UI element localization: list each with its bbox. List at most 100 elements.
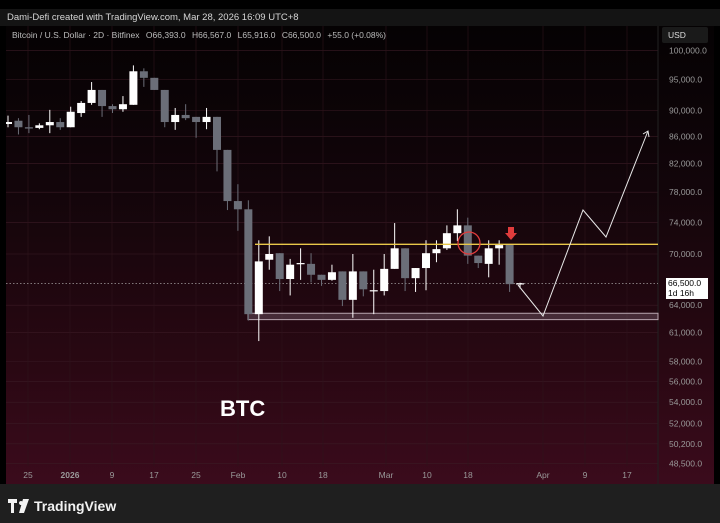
candle-body [108,106,117,110]
candle-body [317,274,326,280]
btc-annotation: BTC [220,396,266,421]
candle-body [380,268,389,292]
price-axis-label: 48,500.0 [669,459,702,469]
price-axis-label: 74,000.0 [669,217,702,227]
candle-body [150,77,159,90]
price-axis-label: 90,000.0 [669,105,702,115]
price-axis-label: 54,000.0 [669,397,702,407]
time-axis-label: 9 [110,470,115,480]
price-axis-label: 61,000.0 [669,328,702,338]
candle-body [275,253,284,280]
candle-body [77,102,86,114]
candle-body [495,245,504,249]
time-axis-label: 10 [277,470,287,480]
candle-body [45,122,54,126]
candle-body [171,114,180,123]
candle-body [223,149,232,202]
highlight-circle [457,231,481,255]
candle-body [338,271,347,300]
candle-body [442,233,451,249]
candle-body [181,114,190,119]
candle-body [422,253,430,269]
candle-body [254,261,263,315]
symbol-title: Bitcoin / U.S. Dollar · 2D · Bitfinex [12,30,140,40]
tradingview-logo: TradingView [8,498,116,514]
price-axis-label: 82,000.0 [669,159,702,169]
candle-body [35,125,44,128]
support-zone [247,312,659,321]
price-axis-label: 58,000.0 [669,356,702,366]
price-chart[interactable]: 100,000.0 95,000.0 90,000.0 86,000.0 82,000.… [6,26,714,484]
candle-body [432,249,441,254]
projection-path [517,130,649,317]
candle-body [296,263,305,265]
last-price-label: 66,500.0 1d 16h [666,278,708,299]
candle-body [516,283,525,285]
candle-body [369,290,378,292]
time-axis-label: Mar [379,470,394,480]
price-axis-label: 95,000.0 [669,75,702,85]
candle-body [202,116,211,123]
candle-body [390,248,399,269]
top-strip [0,0,720,9]
time-axis-label: 18 [318,470,328,480]
candle-body [66,111,75,128]
bar-countdown: 1d 16h [668,287,694,298]
candle-body [14,120,23,128]
projection-arrowhead-icon [642,130,650,138]
time-axis-label: Feb [231,470,246,480]
candle-body [139,71,148,78]
candle-body [129,71,138,105]
candle-body [463,225,472,256]
candle-body [327,272,336,280]
candle-body [348,271,357,300]
time-axis-label: 18 [463,470,473,480]
price-axis-label: 78,000.0 [669,187,702,197]
chart-pane[interactable]: 100,000.0 95,000.0 90,000.0 86,000.0 82,000.… [6,26,714,484]
time-axis-label: 25 [23,470,33,480]
ohlc-low: L65,916.0 [237,30,276,40]
time-axis-label: 17 [622,470,632,480]
snapshot-credit: Dami-Defi created with TradingView.com, … [0,9,720,26]
candle-body [6,122,12,124]
candle-body [359,271,368,290]
time-axis-label: 9 [583,470,588,480]
price-axis-label: 56,000.0 [669,376,702,386]
ohlc-close: C66,500.0 [281,30,322,40]
price-axis-label: 52,000.0 [669,419,702,429]
last-price-value: 66,500.0 [668,278,702,288]
footer: TradingView [0,484,720,523]
price-axis-label: 70,000.0 [669,249,702,259]
ohlc-high: H66,567.0 [192,30,232,40]
time-axis-label: 2026 [61,470,80,480]
candle-body [244,209,253,315]
price-axis-label: 86,000.0 [669,131,702,141]
candle-body [213,116,221,150]
candle-body [265,254,274,260]
time-axis-label: Apr [536,470,549,480]
candle-body [453,225,462,234]
candle-body [160,89,169,123]
candle-body [87,89,96,103]
brand-name: TradingView [34,498,117,514]
candle-body [56,122,65,128]
candle-body [286,264,295,280]
candle-body [401,248,410,279]
time-axis-label: 25 [191,470,201,480]
ohlc-open: O66,393.0 [145,30,186,40]
tradingview-logo-icon [8,499,29,513]
candle-body [24,127,33,129]
price-axis-label: 100,000.0 [669,45,707,55]
price-axis-label: 64,000.0 [669,300,702,310]
price-axis-label: 50,200.0 [669,439,702,449]
candle-body [98,89,107,107]
candle-body [484,248,493,264]
currency-button[interactable]: USD [662,27,708,43]
candle-body [233,201,242,210]
ohlc-change: +55.0 (+0.08%) [327,30,387,40]
time-axis-label: 10 [422,470,432,480]
symbol-legend: Bitcoin / U.S. Dollar · 2D · Bitfinex O6… [12,30,390,40]
candle-body [118,104,127,110]
candle-body [192,116,201,123]
candle-body [411,268,420,279]
